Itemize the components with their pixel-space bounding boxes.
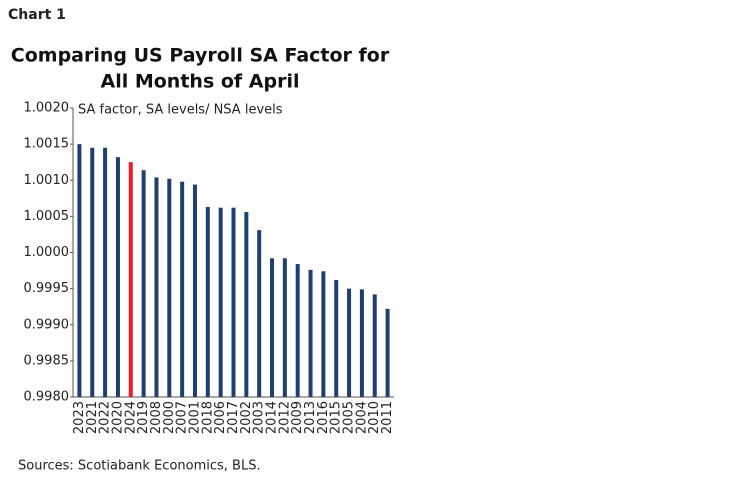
y-tick-label: 1.0005: [24, 209, 70, 224]
y-tick-label: 0.9990: [24, 317, 70, 332]
x-tick-label: 2020: [110, 401, 125, 434]
x-tick-label: 2022: [98, 401, 113, 434]
x-tick-label: 2009: [290, 401, 305, 434]
bar: [128, 162, 133, 397]
bar: [257, 230, 262, 397]
y-tick-label: 1.0000: [24, 245, 70, 260]
x-tick-label: 2016: [316, 401, 331, 434]
bar: [347, 288, 352, 397]
bar: [282, 258, 287, 397]
y-tick-label: 0.9985: [24, 353, 70, 368]
bar: [103, 147, 108, 397]
bar: [154, 177, 159, 397]
bar: [90, 147, 95, 397]
bar: [372, 294, 377, 397]
bar: [205, 206, 210, 397]
x-tick-label: 2008: [149, 401, 164, 434]
bar: [115, 157, 120, 397]
bar: [180, 181, 185, 397]
x-tick-label: 2015: [329, 401, 344, 434]
x-tick-label: 2010: [367, 401, 382, 434]
x-tick-label: 2013: [303, 401, 318, 434]
bar: [308, 269, 313, 397]
annotation: SA factor, SA levels/ NSA levels: [78, 103, 283, 118]
x-tick-label: 2003: [252, 401, 267, 434]
bar: [231, 207, 236, 397]
y-tick-label: 0.9980: [24, 390, 70, 405]
x-tick-label: 2014: [265, 401, 280, 434]
source: Sources: Scotiabank Economics, BLS.: [18, 459, 261, 474]
bar: [244, 212, 249, 397]
bar: [77, 144, 82, 397]
x-tick-label: 2004: [354, 401, 369, 434]
bar: [141, 170, 146, 397]
x-tick-label: 2019: [136, 401, 151, 434]
x-tick-label: 2018: [200, 401, 215, 434]
x-tick-label: 2007: [175, 401, 190, 434]
bar: [192, 184, 197, 397]
x-tick-label: 2011: [380, 401, 395, 434]
bar: [167, 178, 172, 397]
bar: [218, 207, 223, 397]
bar: [295, 264, 300, 397]
x-tick-label: 2024: [123, 401, 138, 434]
x-tick-label: 2000: [162, 401, 177, 434]
x-tick-label: 2012: [277, 401, 292, 434]
bar: [359, 289, 364, 397]
bar: [334, 279, 339, 397]
chart-title: All Months of April: [101, 71, 300, 93]
chart-title: Comparing US Payroll SA Factor for: [11, 45, 390, 67]
y-tick-label: 1.0015: [24, 137, 70, 152]
y-tick-label: 0.9995: [24, 281, 70, 296]
x-tick-label: 2017: [226, 401, 241, 434]
bar: [321, 271, 326, 397]
x-tick-label: 2005: [342, 401, 357, 434]
x-tick-label: 2002: [239, 401, 254, 434]
y-tick-label: 1.0010: [24, 173, 70, 188]
x-tick-label: 2023: [72, 401, 87, 434]
y-tick-label: 1.0020: [24, 101, 70, 116]
bar: [270, 258, 275, 397]
x-tick-label: 2001: [187, 401, 202, 434]
x-tick-label: 2006: [213, 401, 228, 434]
bar: [385, 308, 390, 397]
chart-label: Chart 1: [8, 7, 66, 23]
x-tick-label: 2021: [85, 401, 100, 434]
